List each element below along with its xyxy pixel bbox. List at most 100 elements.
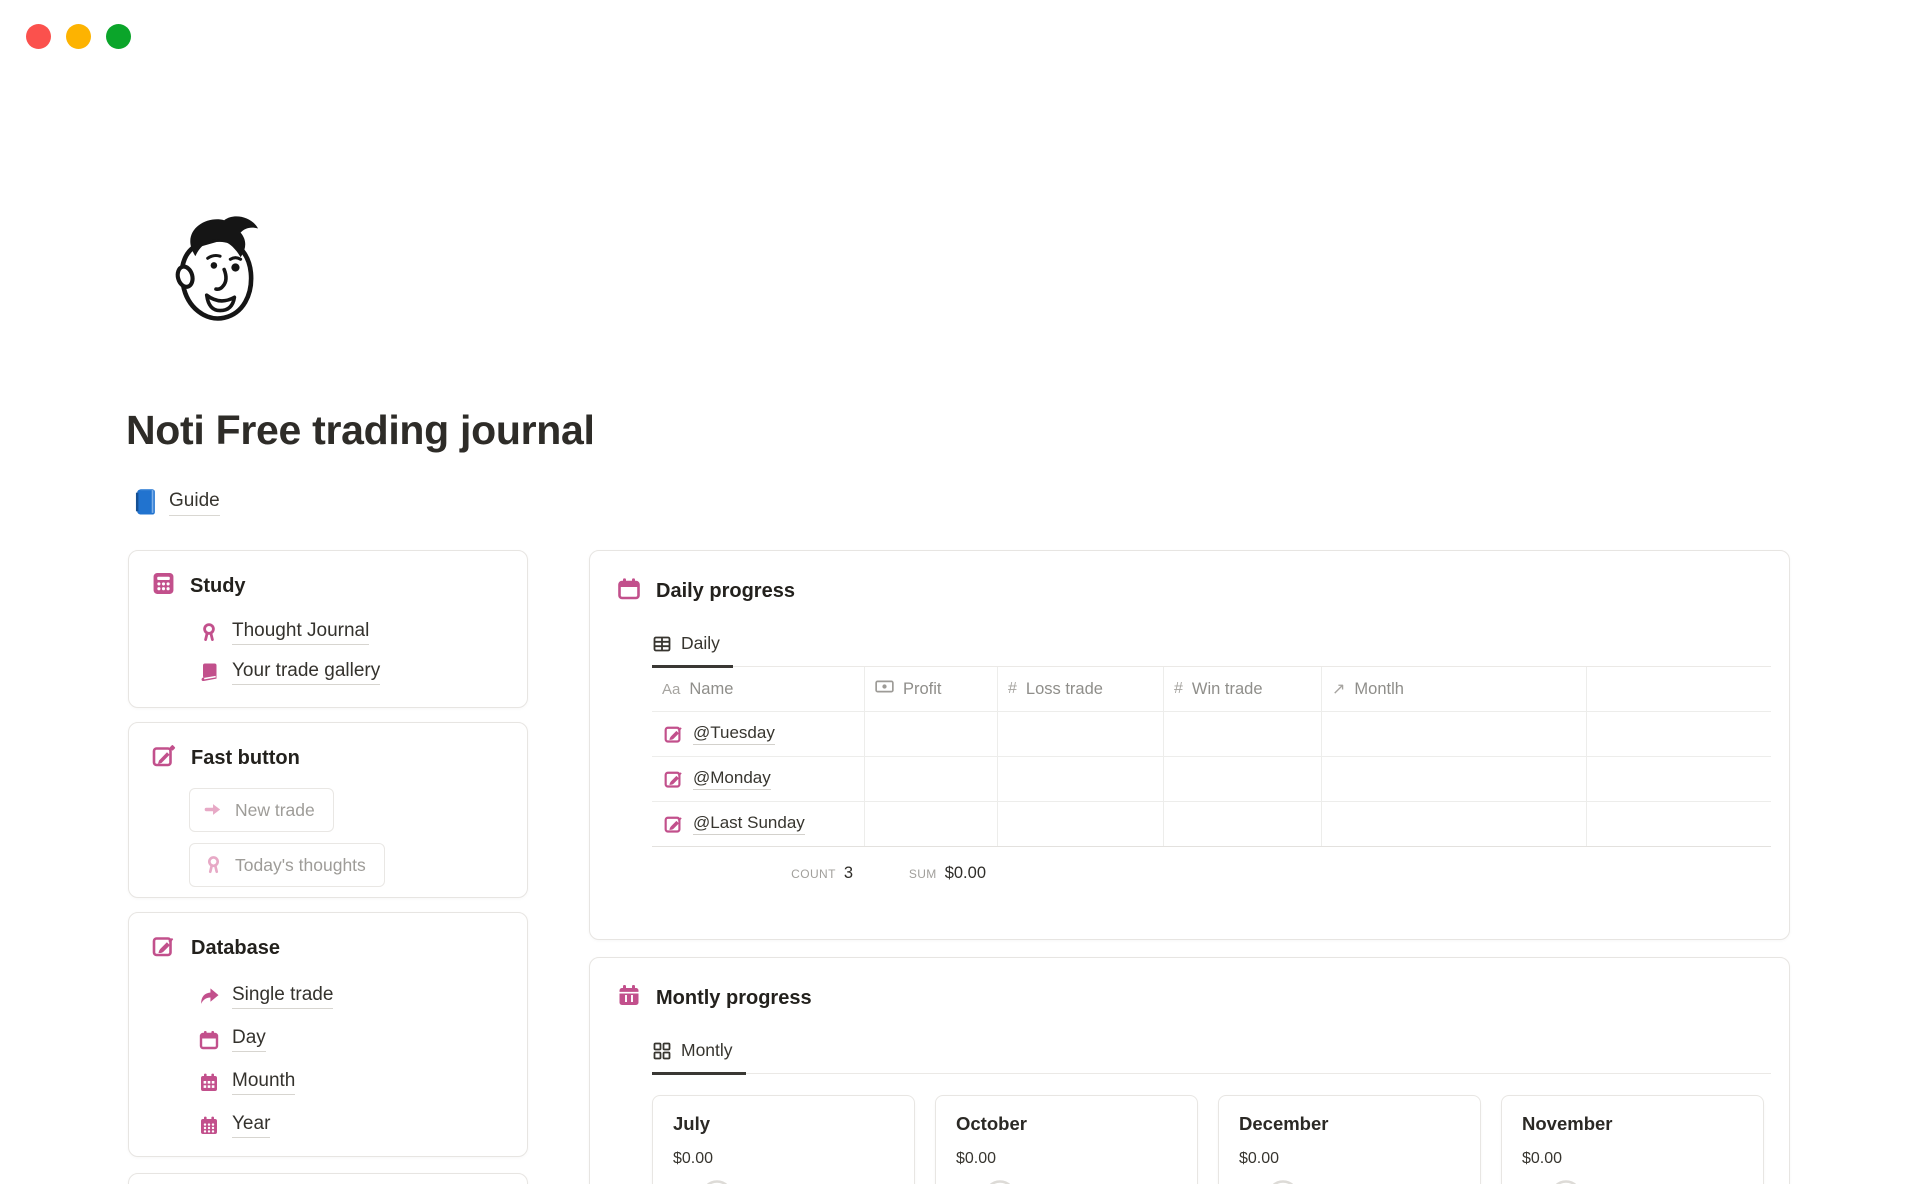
- month-title: July: [673, 1113, 711, 1134]
- mention-tuesday[interactable]: @Tuesday: [693, 723, 775, 745]
- empty-cell[interactable]: [1164, 757, 1322, 801]
- count-value: 3: [843, 864, 853, 882]
- empty-cell[interactable]: [1587, 712, 1771, 756]
- link-single-trade[interactable]: Single trade: [199, 975, 527, 1018]
- tab-daily-label: Daily: [681, 633, 720, 653]
- tab-daily[interactable]: Daily: [652, 633, 733, 668]
- empty-cell[interactable]: [1587, 802, 1771, 846]
- year-label[interactable]: Year: [232, 1113, 271, 1138]
- mounth-label[interactable]: Mounth: [232, 1070, 296, 1095]
- column-header-profit[interactable]: Profit: [865, 667, 998, 711]
- column-header-win-trade[interactable]: # Win trade: [1164, 667, 1322, 711]
- sum-label: SUM: [908, 867, 937, 881]
- month-sum-value: $0.00: [956, 1150, 997, 1167]
- arrow-right-icon: [204, 800, 224, 820]
- empty-cell[interactable]: [1322, 802, 1587, 846]
- table-row-monday: @Monday: [652, 757, 1771, 802]
- link-trade-gallery[interactable]: Your trade gallery: [199, 652, 527, 692]
- brush-square-icon: [664, 724, 684, 744]
- monthly-tabbar: Montly: [652, 1033, 1771, 1075]
- mention-last-sunday[interactable]: @Last Sunday: [693, 813, 805, 835]
- new-trade-button[interactable]: New trade: [189, 788, 334, 832]
- empty-cell[interactable]: [1322, 712, 1587, 756]
- month-title: October: [956, 1113, 1027, 1134]
- brush-square-icon: [664, 769, 684, 789]
- guide-row: Guide: [134, 488, 220, 516]
- database-heading: Database: [129, 913, 527, 963]
- window-controls: [26, 24, 131, 49]
- text-property-icon: Aa: [662, 680, 681, 698]
- number-property-icon: #: [1008, 680, 1017, 697]
- pencil-square-icon: [152, 744, 176, 773]
- single-trade-label[interactable]: Single trade: [232, 984, 334, 1009]
- daily-table: Aa Name Profit # Loss trade: [652, 667, 1771, 883]
- thought-journal-label[interactable]: Thought Journal: [232, 620, 370, 645]
- empty-cell[interactable]: [998, 802, 1164, 846]
- sum-calculation[interactable]: SUM $0.00: [865, 864, 998, 883]
- database-title: Database: [191, 937, 280, 959]
- link-day[interactable]: Day: [199, 1018, 527, 1061]
- new-trade-label: New trade: [235, 799, 315, 820]
- todays-thoughts-button[interactable]: Today's thoughts: [189, 843, 385, 887]
- count-calculation[interactable]: COUNT 3: [652, 864, 865, 883]
- column-header-name[interactable]: Aa Name: [652, 667, 865, 711]
- trade-gallery-label[interactable]: Your trade gallery: [232, 660, 381, 685]
- book-icon: [199, 662, 219, 682]
- calendar-month-icon: [199, 1073, 219, 1093]
- empty-cell[interactable]: [865, 757, 998, 801]
- empty-cell[interactable]: [865, 802, 998, 846]
- key-icon: [199, 622, 219, 642]
- link-year[interactable]: Year: [199, 1104, 527, 1147]
- monthly-progress-title: Montly progress: [656, 987, 812, 1009]
- key-icon: [204, 855, 224, 875]
- minimize-window-button[interactable]: [66, 24, 91, 49]
- table-row-last-sunday: @Last Sunday: [652, 802, 1771, 847]
- link-mounth[interactable]: Mounth: [199, 1061, 527, 1104]
- brush-square-icon: [152, 934, 176, 963]
- empty-cell[interactable]: [998, 757, 1164, 801]
- fast-button-title: Fast button: [191, 747, 300, 769]
- relation-arrow-icon: ↗: [1332, 681, 1346, 698]
- close-window-button[interactable]: [26, 24, 51, 49]
- count-label: COUNT: [791, 867, 836, 881]
- row-name-cell[interactable]: @Monday: [652, 757, 865, 801]
- page-avatar-face-icon[interactable]: [170, 211, 266, 326]
- row-name-cell[interactable]: @Last Sunday: [652, 802, 865, 846]
- calculator-icon: [152, 572, 175, 600]
- study-card: Study Thought Journal: [128, 550, 528, 708]
- blue-book-icon: [134, 488, 157, 516]
- tab-montly[interactable]: Montly: [652, 1040, 746, 1075]
- zoom-window-button[interactable]: [106, 24, 131, 49]
- column-header-montlh[interactable]: ↗ Montlh: [1322, 667, 1587, 711]
- link-thought-journal[interactable]: Thought Journal: [199, 612, 527, 652]
- month-title: December: [1239, 1113, 1329, 1134]
- gallery-icon: [653, 1042, 671, 1060]
- month-sum-value: $0.00: [1239, 1150, 1280, 1167]
- table-row-tuesday: @Tuesday: [652, 712, 1771, 757]
- brush-square-icon: [664, 814, 684, 834]
- sum-value: $0.00: [944, 864, 986, 882]
- calendar-day-icon: [199, 1030, 219, 1050]
- tab-montly-label: Montly: [681, 1040, 733, 1060]
- fast-button-heading: Fast button: [129, 723, 527, 773]
- empty-cell[interactable]: [1164, 712, 1322, 756]
- share-arrow-icon: [199, 987, 219, 1007]
- column-name-label: Name: [689, 679, 734, 698]
- table-icon: [653, 635, 671, 653]
- empty-cell[interactable]: [998, 712, 1164, 756]
- empty-cell[interactable]: [1164, 802, 1322, 846]
- guide-link[interactable]: Guide: [169, 490, 220, 516]
- empty-cell[interactable]: [865, 712, 998, 756]
- empty-cell[interactable]: [1322, 757, 1587, 801]
- row-name-cell[interactable]: @Tuesday: [652, 712, 865, 756]
- todays-thoughts-label: Today's thoughts: [235, 854, 366, 875]
- daily-progress-heading: Daily progress: [590, 551, 1789, 606]
- mention-monday[interactable]: @Monday: [693, 768, 771, 790]
- empty-cell[interactable]: [1587, 757, 1771, 801]
- month-gallery: July $0.00 ... October $0.00 ...: [652, 1095, 1789, 1200]
- column-header-loss-trade[interactable]: # Loss trade: [998, 667, 1164, 711]
- day-label[interactable]: Day: [232, 1027, 266, 1052]
- column-header-empty[interactable]: [1587, 667, 1771, 711]
- month-card-july[interactable]: July $0.00 ...: [652, 1095, 915, 1200]
- viewport-bottom-edge: [0, 1184, 1920, 1200]
